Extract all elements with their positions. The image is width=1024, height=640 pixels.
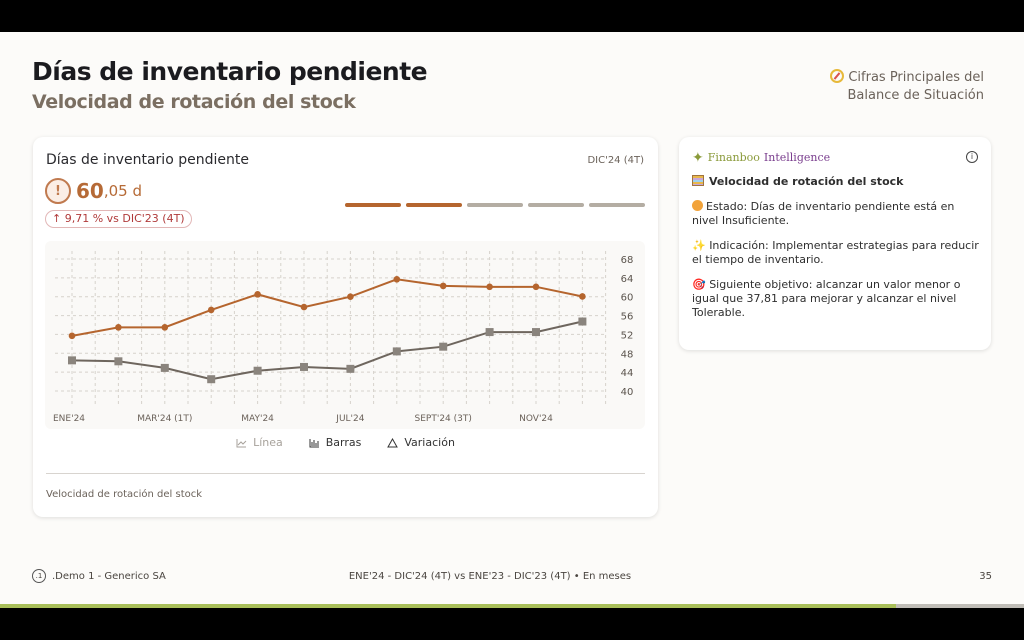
abacus-icon <box>692 175 704 186</box>
x-tick-label: MAY'24 <box>241 414 274 424</box>
series-line-2023 <box>71 320 583 381</box>
ai-objetivo: 🎯 Siguiente objetivo: alcanzar un valor … <box>692 278 961 319</box>
level-indicator <box>345 203 645 207</box>
data-point-2023 <box>300 362 308 371</box>
data-point-2024 <box>115 324 122 331</box>
data-point-2023 <box>253 366 262 375</box>
legend-bars-toggle[interactable]: Barras <box>309 435 362 451</box>
data-point-2024 <box>486 283 493 291</box>
page-subtitle: Velocidad de rotación del stock <box>32 91 356 113</box>
level-segment-3 <box>467 203 523 207</box>
slide: Días de inventario pendiente Velocidad d… <box>0 32 1024 607</box>
y-tick-label: 68 <box>621 255 634 266</box>
data-point-2024 <box>207 306 215 314</box>
y-tick-label: 44 <box>621 368 634 379</box>
y-tick-label: 60 <box>621 293 634 304</box>
ai-body: Velocidad de rotación del stock Estado: … <box>692 175 984 331</box>
x-tick-label: JUL'24 <box>335 414 364 424</box>
y-tick-label: 56 <box>621 312 634 323</box>
data-point-2023 <box>114 357 123 366</box>
data-point-2023 <box>68 356 76 365</box>
legend-variation-toggle[interactable]: Variación <box>387 435 455 451</box>
card-title: Días de inventario pendiente <box>46 152 249 168</box>
company-logo: .1 <box>32 569 46 583</box>
y-tick-label: 52 <box>621 330 634 341</box>
variation-badge: ↑ 9,71 % vs DIC'23 (4T) <box>45 210 192 228</box>
ai-heading: Velocidad de rotación del stock <box>709 175 904 188</box>
data-point-2023 <box>207 375 216 384</box>
level-segment-1 <box>345 203 401 207</box>
data-point-2023 <box>532 328 540 337</box>
level-segment-2 <box>406 203 462 207</box>
period-label: DIC'24 (4T) <box>587 155 644 166</box>
section-line-1: Cifras Principales del <box>848 70 984 85</box>
divider <box>46 473 645 474</box>
line-chart-icon <box>236 439 247 448</box>
kpi-value-int: 60 <box>76 179 104 203</box>
data-point-2024 <box>579 293 586 300</box>
company-name: .Demo 1 - Generico SA <box>52 571 166 582</box>
data-point-2023 <box>485 328 494 337</box>
page-number: 35 <box>979 571 992 582</box>
data-point-2024 <box>347 293 354 301</box>
brand-part-2: Intelligence <box>763 151 831 164</box>
ai-indicacion: ✨ Indicación: Implementar estrategias pa… <box>692 239 979 266</box>
legend-line-toggle[interactable]: Línea <box>236 435 283 451</box>
kpi-value-dec: ,05 d <box>103 182 142 200</box>
y-tick-label: 48 <box>621 349 634 360</box>
compass-icon <box>830 69 845 83</box>
data-point-2023 <box>160 363 169 372</box>
x-tick-label: NOV'24 <box>519 414 553 424</box>
ai-brand: ✦ Finanboo Intelligence <box>692 150 830 166</box>
brand-part-1: Finanboo <box>707 151 760 164</box>
legend-variation-label: Variación <box>404 436 455 449</box>
date-range: ENE'24 - DIC'24 (4T) vs ENE'23 - DIC'23 … <box>348 571 632 582</box>
level-segment-4 <box>528 203 584 207</box>
sparkle-icon: ✦ <box>692 150 704 166</box>
footer: .1 .Demo 1 - Generico SA ENE'24 - DIC'24… <box>0 569 1024 585</box>
level-segment-5 <box>589 203 645 207</box>
page-title: Días de inventario pendiente <box>32 57 428 86</box>
data-point-2023 <box>346 364 355 373</box>
ai-insight-card: ✦ Finanboo Intelligence i Velocidad de r… <box>679 137 991 350</box>
progress-fill <box>0 604 896 608</box>
data-point-2023 <box>392 347 401 356</box>
ai-estado: Estado: Días de inventario pendiente est… <box>692 200 955 227</box>
card-footer: Velocidad de rotación del stock <box>46 489 203 500</box>
legend-bars-label: Barras <box>325 436 362 449</box>
section-link[interactable]: Cifras Principales del Balance de Situac… <box>764 69 984 105</box>
data-point-2024 <box>254 291 261 298</box>
triangle-icon <box>387 438 399 448</box>
bar-chart-icon <box>309 439 319 448</box>
warning-icon: ! <box>45 178 71 204</box>
series-line-2024 <box>71 278 583 337</box>
chart-legend: Línea Barras Variación <box>33 435 658 451</box>
x-tick-label: ENE'24 <box>53 414 85 424</box>
progress-bar <box>0 604 1024 608</box>
data-point-2024 <box>532 283 540 291</box>
data-point-2024 <box>439 282 447 290</box>
data-point-2023 <box>578 317 587 326</box>
data-point-2024 <box>161 324 169 331</box>
info-icon[interactable]: i <box>966 151 978 163</box>
x-tick-label: SEPT'24 (3T) <box>415 414 472 424</box>
kpi-value: ! 60,05 d <box>45 177 142 205</box>
data-point-2023 <box>439 342 448 351</box>
legend-line-label: Línea <box>253 436 283 449</box>
x-tick-label: MAR'24 (1T) <box>137 414 192 424</box>
section-line-2: Balance de Situación <box>847 88 984 103</box>
data-point-2024 <box>393 275 401 283</box>
kpi-chart-card: Días de inventario pendiente DIC'24 (4T)… <box>33 137 658 517</box>
orange-dot-icon <box>692 200 703 211</box>
y-tick-label: 40 <box>621 387 634 398</box>
line-chart: 40 44 48 52 56 60 64 68 ENE'24 MAR'24 (1T) MAY'24 J… <box>53 251 634 424</box>
y-tick-label: 64 <box>621 274 634 285</box>
data-point-2024 <box>68 332 76 340</box>
data-point-2024 <box>300 303 308 311</box>
chart-area: 40 44 48 52 56 60 64 68 ENE'24 MAR'24 (1T) MAY'24 J… <box>45 241 645 429</box>
